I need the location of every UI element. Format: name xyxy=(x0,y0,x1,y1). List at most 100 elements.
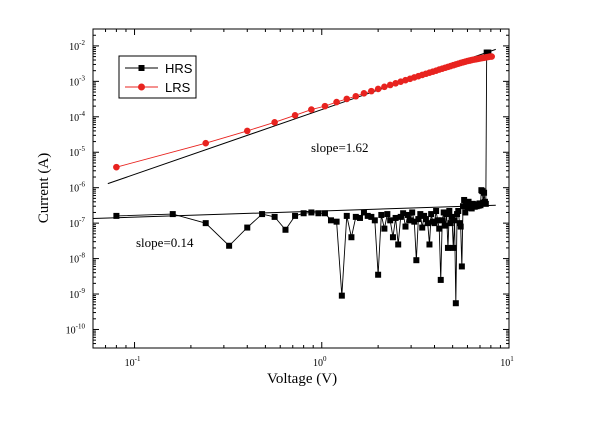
x-tick-label-base: 10 xyxy=(500,358,510,369)
data-point-hrs xyxy=(433,207,440,214)
data-point-hrs xyxy=(460,203,467,210)
data-point-lrs xyxy=(291,112,299,119)
y-tick-label-base: 10 xyxy=(69,113,79,124)
axis-ticks xyxy=(92,28,510,349)
data-point-hrs xyxy=(485,49,492,56)
data-series xyxy=(113,49,495,307)
data-point-hrs xyxy=(452,300,459,307)
data-point-hrs xyxy=(226,242,233,249)
plot-frame xyxy=(92,28,510,349)
data-point-hrs xyxy=(409,209,416,216)
data-point-hrs xyxy=(333,218,340,225)
data-point-hrs xyxy=(271,213,278,220)
data-point-hrs xyxy=(338,292,345,299)
data-point-hrs xyxy=(259,211,266,218)
legend: HRS LRS xyxy=(118,55,197,99)
legend-box xyxy=(118,55,197,99)
fit-line-hrs xyxy=(92,204,496,220)
y-tick-label: 10-4 xyxy=(69,110,85,124)
data-point-hrs xyxy=(411,218,418,225)
data-point-lrs xyxy=(343,95,351,103)
y-tick-label-exponent: -9 xyxy=(79,287,85,295)
slope-annotation-lrs: slope=1.62 xyxy=(311,140,369,155)
x-tick-label-exponent: 1 xyxy=(510,355,514,363)
y-tick-label-exponent: -3 xyxy=(79,74,85,82)
data-point-lrs xyxy=(243,127,251,135)
y-tick-label: 10-7 xyxy=(69,216,85,230)
y-tick-label-base: 10 xyxy=(69,148,79,159)
y-tick-label-base: 10 xyxy=(69,219,79,230)
data-point-hrs xyxy=(461,196,468,203)
y-tick-label: 10-10 xyxy=(66,322,86,336)
data-point-hrs xyxy=(415,216,422,223)
data-point-hrs xyxy=(413,257,420,264)
data-point-lrs xyxy=(202,139,210,147)
data-point-hrs xyxy=(308,209,315,216)
data-point-lrs xyxy=(386,81,394,89)
legend-label-hrs: HRS xyxy=(165,61,193,76)
data-point-lrs xyxy=(392,80,399,87)
data-point-hrs xyxy=(343,212,350,219)
data-point-hrs xyxy=(371,217,378,224)
data-point-hrs xyxy=(444,244,451,251)
y-tick-label: 10-9 xyxy=(69,287,85,301)
y-tick-label-base: 10 xyxy=(69,255,79,266)
slope-annotation-hrs: slope=0.14 xyxy=(136,235,194,250)
data-point-hrs xyxy=(364,212,371,219)
data-point-hrs xyxy=(282,226,289,233)
data-point-lrs xyxy=(368,87,375,95)
data-point-lrs xyxy=(333,98,340,106)
data-point-hrs xyxy=(292,212,299,219)
data-point-hrs xyxy=(321,210,328,217)
data-point-lrs xyxy=(271,118,278,126)
data-point-hrs xyxy=(384,211,391,218)
data-point-hrs xyxy=(368,213,375,220)
data-point-hrs xyxy=(456,220,463,227)
data-point-hrs xyxy=(397,213,404,220)
data-point-hrs xyxy=(407,217,414,224)
data-point-lrs xyxy=(374,85,382,93)
data-point-hrs xyxy=(113,212,120,219)
data-point-hrs xyxy=(436,225,443,232)
data-point-lrs xyxy=(321,102,329,110)
data-point-hrs xyxy=(422,216,429,223)
data-point-lrs xyxy=(381,83,388,91)
y-tick-label-base: 10 xyxy=(69,184,79,195)
x-tick-label: 100 xyxy=(313,355,327,369)
data-point-hrs xyxy=(462,209,469,216)
data-point-hrs xyxy=(417,211,424,218)
data-point-hrs xyxy=(387,217,394,224)
data-point-hrs xyxy=(451,217,458,224)
data-point-lrs xyxy=(352,92,360,100)
data-point-hrs xyxy=(378,211,385,218)
y-tick-label: 10-6 xyxy=(69,181,85,195)
data-point-hrs xyxy=(481,189,488,196)
data-point-hrs xyxy=(442,222,449,229)
data-point-hrs xyxy=(315,210,322,217)
y-tick-label: 10-5 xyxy=(69,145,85,159)
y-tick-label-exponent: -10 xyxy=(76,322,86,330)
data-point-hrs xyxy=(419,224,426,231)
x-tick-label-base: 10 xyxy=(125,358,135,369)
y-tick-label-exponent: -2 xyxy=(79,39,85,47)
data-point-hrs xyxy=(437,276,444,283)
series-hrs xyxy=(113,49,492,307)
y-tick-label-base: 10 xyxy=(66,325,76,336)
data-point-hrs xyxy=(421,212,428,219)
x-tick-labels: 10-1 100 101 xyxy=(125,355,515,369)
data-point-hrs xyxy=(400,210,407,217)
legend-marker-lrs xyxy=(138,83,145,91)
data-point-hrs xyxy=(465,198,472,205)
y-tick-label: 10-2 xyxy=(69,39,85,53)
y-tick-label-exponent: -5 xyxy=(79,145,85,153)
data-point-hrs xyxy=(389,234,396,241)
legend-label-lrs: LRS xyxy=(165,80,191,95)
data-point-hrs xyxy=(402,223,409,230)
data-point-lrs xyxy=(488,53,495,60)
data-point-hrs xyxy=(446,207,453,214)
x-tick-label-base: 10 xyxy=(313,358,323,369)
x-tick-label: 10-1 xyxy=(125,355,141,369)
y-tick-label: 10-8 xyxy=(69,252,85,266)
